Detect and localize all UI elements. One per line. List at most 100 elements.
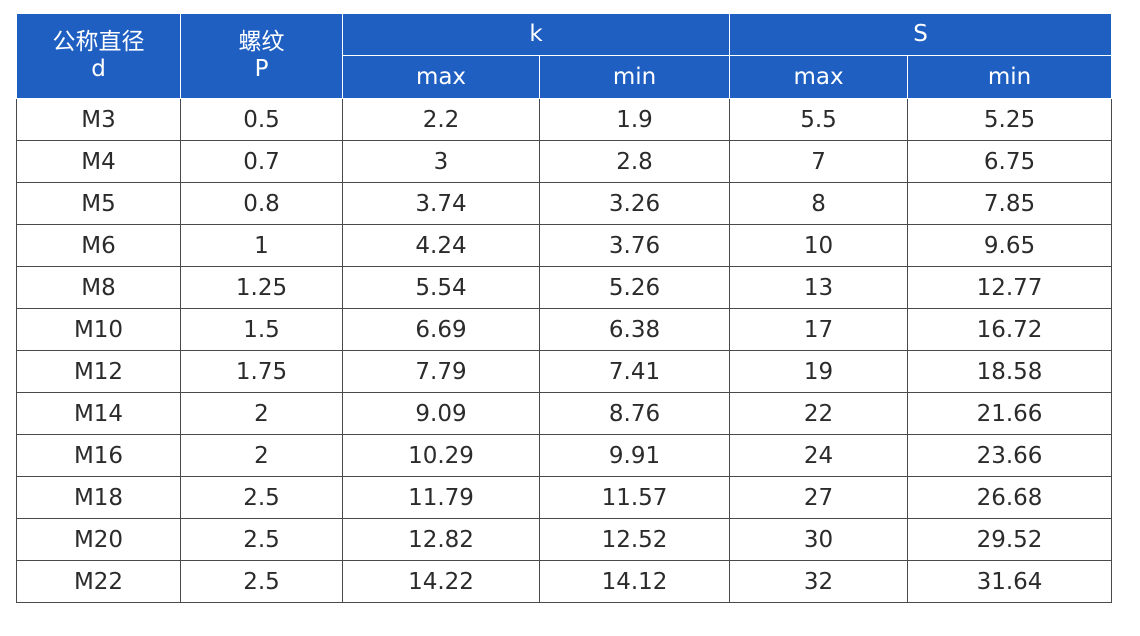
cell-s-min: 26.68 — [907, 476, 1113, 519]
header-group-k: k — [341, 13, 731, 56]
cell-k-max: 4.24 — [342, 224, 540, 267]
cell-s-max: 17 — [729, 308, 909, 351]
cell-s-max: 19 — [729, 350, 909, 393]
cell-k-min: 3.26 — [538, 182, 731, 225]
cell-k-min: 14.12 — [538, 560, 731, 603]
header-k-max: max — [342, 55, 540, 99]
header-nominal-diameter-symbol: d — [91, 56, 106, 82]
header-thread-pitch: 螺纹 P — [180, 13, 343, 99]
cell-thread-pitch: 1 — [180, 224, 343, 267]
cell-k-min: 7.41 — [538, 350, 731, 393]
cell-s-max: 22 — [729, 392, 909, 435]
cell-k-min: 11.57 — [538, 476, 731, 519]
cell-s-min: 16.72 — [907, 308, 1113, 351]
table-row: M20 2.5 12.82 12.52 30 29.52 — [16, 518, 1113, 561]
cell-s-max: 30 — [729, 518, 909, 561]
cell-nominal-diameter: M5 — [16, 182, 181, 225]
table-row: M12 1.75 7.79 7.41 19 18.58 — [16, 350, 1113, 393]
cell-nominal-diameter: M22 — [16, 560, 181, 603]
table-row: M3 0.5 2.2 1.9 5.5 5.25 — [16, 98, 1113, 141]
cell-k-max: 12.82 — [342, 518, 540, 561]
cell-s-min: 6.75 — [907, 140, 1113, 183]
cell-k-max: 6.69 — [342, 308, 540, 351]
cell-k-min: 3.76 — [538, 224, 731, 267]
cell-nominal-diameter: M18 — [16, 476, 181, 519]
cell-nominal-diameter: M8 — [16, 266, 181, 309]
table-row: M14 2 9.09 8.76 22 21.66 — [16, 392, 1113, 435]
cell-k-max: 3 — [342, 140, 540, 183]
cell-s-min: 12.77 — [907, 266, 1113, 309]
table-row: M5 0.8 3.74 3.26 8 7.85 — [16, 182, 1113, 225]
cell-thread-pitch: 1.75 — [180, 350, 343, 393]
cell-k-min: 6.38 — [538, 308, 731, 351]
cell-thread-pitch: 2 — [180, 434, 343, 477]
cell-k-min: 1.9 — [538, 98, 731, 141]
cell-s-max: 7 — [729, 140, 909, 183]
cell-k-max: 3.74 — [342, 182, 540, 225]
cell-k-min: 12.52 — [538, 518, 731, 561]
cell-thread-pitch: 2.5 — [180, 476, 343, 519]
cell-s-min: 5.25 — [907, 98, 1113, 141]
cell-s-max: 32 — [729, 560, 909, 603]
cell-k-max: 10.29 — [342, 434, 540, 477]
table-row: M4 0.7 3 2.8 7 6.75 — [16, 140, 1113, 183]
cell-k-max: 7.79 — [342, 350, 540, 393]
header-s-max: max — [729, 55, 909, 99]
cell-s-min: 21.66 — [907, 392, 1113, 435]
cell-s-max: 5.5 — [729, 98, 909, 141]
cell-nominal-diameter: M16 — [16, 434, 181, 477]
cell-k-max: 11.79 — [342, 476, 540, 519]
cell-k-max: 9.09 — [342, 392, 540, 435]
cell-k-min: 8.76 — [538, 392, 731, 435]
cell-k-min: 5.26 — [538, 266, 731, 309]
cell-nominal-diameter: M12 — [16, 350, 181, 393]
header-k-min: min — [538, 55, 731, 99]
cell-s-min: 9.65 — [907, 224, 1113, 267]
cell-k-min: 9.91 — [538, 434, 731, 477]
table-row: M18 2.5 11.79 11.57 27 26.68 — [16, 476, 1113, 519]
table-row: M16 2 10.29 9.91 24 23.66 — [16, 434, 1113, 477]
cell-nominal-diameter: M3 — [16, 98, 181, 141]
cell-k-max: 5.54 — [342, 266, 540, 309]
cell-thread-pitch: 1.25 — [180, 266, 343, 309]
cell-s-max: 10 — [729, 224, 909, 267]
cell-s-max: 8 — [729, 182, 909, 225]
cell-k-max: 14.22 — [342, 560, 540, 603]
table-body: M3 0.5 2.2 1.9 5.5 5.25 M4 0.7 3 2.8 7 6.75 M5 0.8 3.7… — [16, 98, 1113, 603]
cell-s-max: 27 — [729, 476, 909, 519]
header-group-s: S — [729, 13, 1113, 56]
cell-thread-pitch: 2.5 — [180, 518, 343, 561]
cell-s-min: 29.52 — [907, 518, 1113, 561]
cell-s-max: 13 — [729, 266, 909, 309]
cell-s-min: 18.58 — [907, 350, 1113, 393]
header-thread-pitch-cn: 螺纹 — [238, 29, 285, 55]
header-nominal-diameter-cn: 公称直径 — [52, 29, 145, 55]
table-row: M6 1 4.24 3.76 10 9.65 — [16, 224, 1113, 267]
cell-s-max: 24 — [729, 434, 909, 477]
table-row: M10 1.5 6.69 6.38 17 16.72 — [16, 308, 1113, 351]
cell-thread-pitch: 2 — [180, 392, 343, 435]
cell-nominal-diameter: M4 — [16, 140, 181, 183]
cell-nominal-diameter: M10 — [16, 308, 181, 351]
cell-thread-pitch: 1.5 — [180, 308, 343, 351]
cell-s-min: 31.64 — [907, 560, 1113, 603]
cell-thread-pitch: 0.8 — [180, 182, 343, 225]
header-nominal-diameter: 公称直径 d — [16, 13, 181, 99]
header-row-sub: max min max min — [17, 55, 1113, 99]
table-header: 公称直径 d 螺纹 P k S max min max min — [16, 13, 1113, 99]
cell-thread-pitch: 2.5 — [180, 560, 343, 603]
header-s-min: min — [907, 55, 1113, 99]
cell-nominal-diameter: M6 — [16, 224, 181, 267]
cell-nominal-diameter: M20 — [16, 518, 181, 561]
header-thread-pitch-symbol: P — [254, 56, 269, 82]
cell-thread-pitch: 0.7 — [180, 140, 343, 183]
cell-nominal-diameter: M14 — [16, 392, 181, 435]
table-row: M22 2.5 14.22 14.12 32 31.64 — [16, 560, 1113, 603]
header-row-top: 公称直径 d 螺纹 P k S — [16, 13, 1113, 99]
thread-spec-table: 公称直径 d 螺纹 P k S max min max min M3 0.5 2.2… — [16, 13, 1113, 603]
cell-s-min: 7.85 — [907, 182, 1113, 225]
table-row: M8 1.25 5.54 5.26 13 12.77 — [16, 266, 1113, 309]
cell-thread-pitch: 0.5 — [180, 98, 343, 141]
cell-k-max: 2.2 — [342, 98, 540, 141]
cell-s-min: 23.66 — [907, 434, 1113, 477]
